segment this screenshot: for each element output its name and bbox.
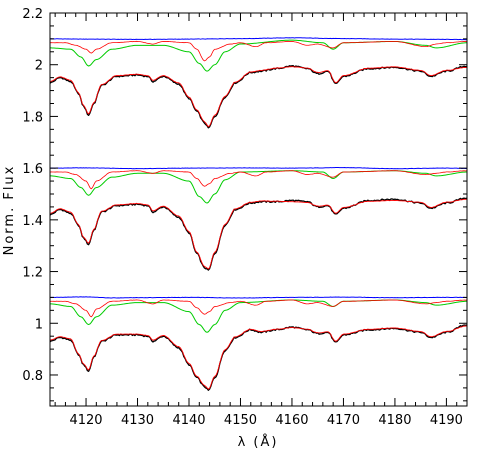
series-component-b-line	[49, 40, 468, 62]
series-model-line	[49, 198, 468, 270]
series-component-b-line	[49, 299, 468, 318]
panel-2	[49, 167, 468, 271]
x-tick-label: 4130	[121, 413, 154, 428]
plot-area	[49, 37, 468, 391]
y-tick-label: 1.2	[22, 266, 43, 281]
series-component-a-line	[49, 39, 468, 72]
x-axis-label: λ (Å)	[238, 434, 279, 450]
x-tick-label: 4150	[224, 413, 257, 428]
series-component-c-line	[49, 37, 468, 41]
series-observed-line	[49, 197, 468, 271]
y-tick-label: 1.6	[22, 162, 43, 177]
series-component-b-line	[49, 170, 468, 190]
plot-frame	[49, 12, 468, 407]
y-tick-label: 2	[35, 59, 43, 74]
y-tick-label: 2.2	[22, 7, 43, 22]
axis-ticks	[50, 12, 468, 406]
series-model-line	[49, 66, 468, 128]
y-tick-label: 0.8	[22, 369, 43, 384]
series-component-c-line	[49, 167, 468, 170]
series-model-line	[49, 325, 468, 390]
series-observed-line	[49, 65, 468, 129]
x-tick-label: 4140	[172, 413, 205, 428]
y-tick-label: 1.8	[22, 110, 43, 125]
x-tick-label: 4170	[327, 413, 360, 428]
x-tick-label: 4190	[430, 413, 463, 428]
series-component-c-line	[49, 296, 468, 299]
series-observed-line	[49, 324, 468, 391]
x-tick-label: 4180	[378, 413, 411, 428]
x-tick-label: 4160	[275, 413, 308, 428]
x-tick-label: 4120	[69, 413, 102, 428]
y-tick-label: 1.4	[22, 214, 43, 229]
y-axis-label: Norm. Flux	[2, 165, 17, 256]
y-tick-label: 1	[35, 317, 43, 332]
axis-tick-labels: 4120 4130 4140 4150 4160 4170 4180 4190 0.8 1 1.2 1…	[22, 7, 463, 428]
panel-3	[49, 296, 468, 391]
panel-1	[49, 37, 468, 129]
